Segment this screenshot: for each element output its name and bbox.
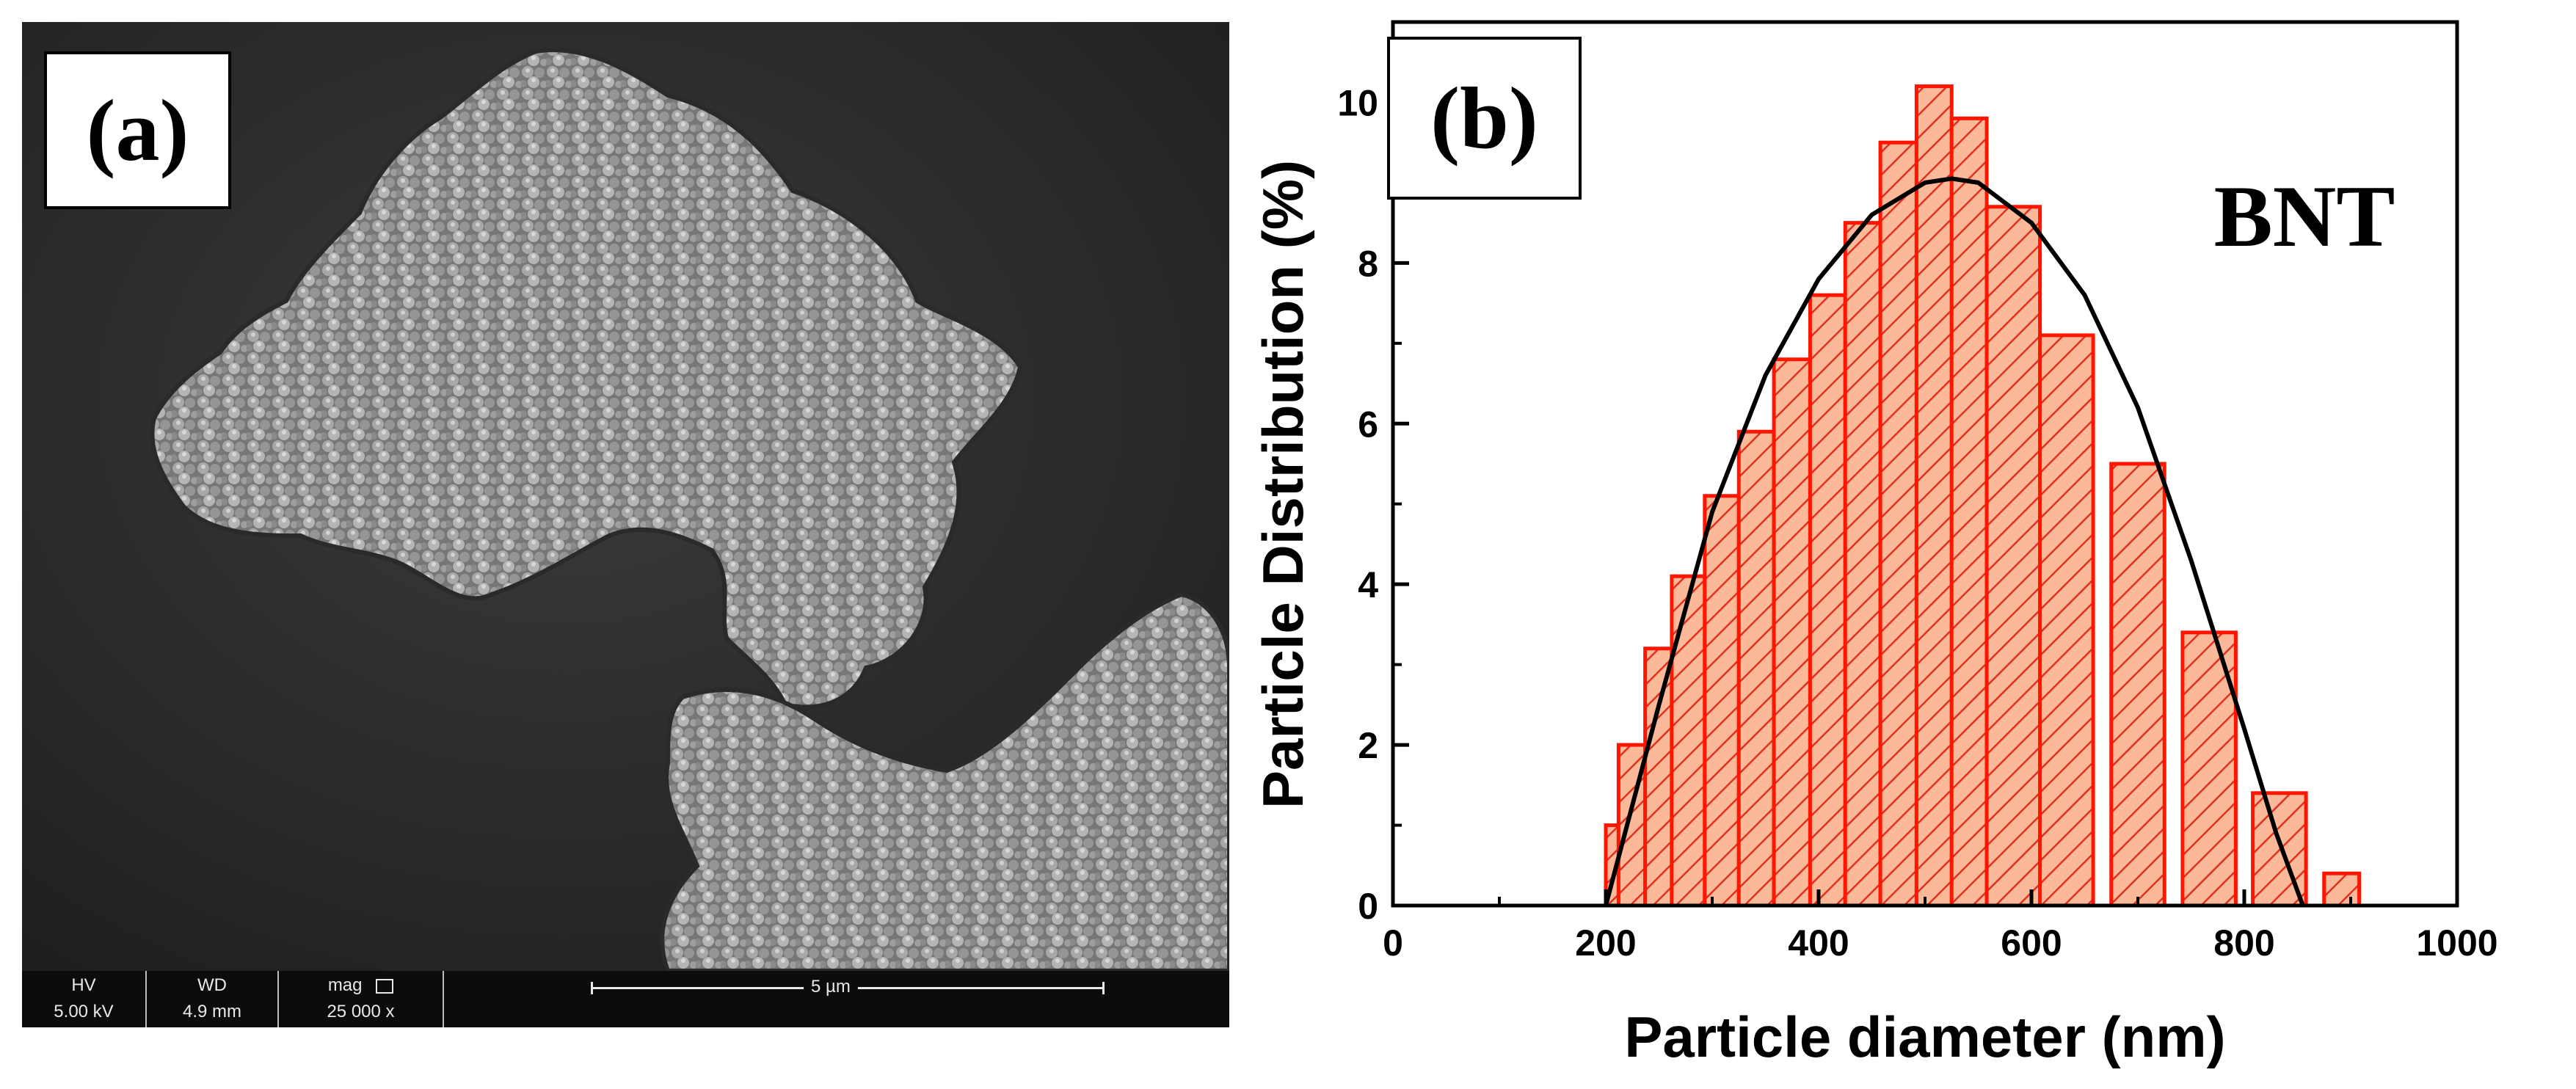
y-tick-label: 10	[1337, 82, 1378, 123]
histogram-bar	[1772, 357, 1812, 908]
fit-curve	[1604, 176, 2305, 907]
particle-agglomerate	[150, 48, 1229, 971]
mag-label-row: mag	[279, 975, 443, 996]
wd-cell: WD 4.9 mm	[147, 971, 279, 1027]
hv-label: HV	[71, 975, 96, 995]
scale-bar-cell: 5 µm	[444, 971, 1229, 1027]
mag-value: 25 000 x	[327, 1002, 395, 1021]
histogram-bar	[2038, 333, 2095, 908]
sample-label: BNT	[2214, 167, 2395, 265]
histogram-bar	[1984, 205, 2042, 908]
scale-bar-label: 5 µm	[804, 977, 858, 997]
y-tick-label: 2	[1358, 725, 1378, 766]
x-tick-label: 0	[1383, 922, 1403, 964]
x-tick-label: 400	[1788, 922, 1849, 964]
hv-cell: HV 5.00 kV	[22, 971, 147, 1027]
y-tick-label: 8	[1358, 243, 1378, 284]
y-tick-label: 0	[1358, 886, 1378, 927]
histogram-bar	[1949, 116, 1989, 908]
scale-bar-tick-right	[1102, 982, 1105, 994]
wd-label: WD	[197, 975, 227, 995]
scale-bar-tick-left	[591, 982, 593, 994]
x-axis-title: Particle diameter (nm)	[1624, 1005, 2225, 1069]
histogram-bar	[1703, 494, 1741, 908]
mag-cell: mag 25 000 x	[279, 971, 444, 1027]
x-tick-label: 1000	[2416, 922, 2497, 964]
histogram-bar	[1643, 647, 1674, 908]
histogram-bar	[1808, 293, 1847, 908]
histogram-bar	[1670, 574, 1707, 908]
sem-micrograph: HV 5.00 kV WD 4.9 mm mag 25 000 x 5 µm (…	[22, 22, 1229, 1027]
histogram-bar	[1736, 429, 1776, 908]
histogram-bar	[1843, 221, 1882, 908]
histogram-bar	[2322, 871, 2362, 908]
y-tick-label: 4	[1358, 564, 1378, 605]
axis-ticks: 0 200 400 600 800 1000 0 2 4 6 8 10	[1337, 82, 2497, 964]
x-tick-label: 800	[2213, 922, 2274, 964]
y-axis-title: Particle Distribution (%)	[1251, 160, 1315, 809]
wd-value: 4.9 mm	[182, 1002, 241, 1021]
histogram-bar	[1878, 140, 1918, 908]
histogram-bar	[2109, 462, 2166, 908]
mag-label: mag	[327, 975, 363, 995]
x-tick-label: 600	[2001, 922, 2062, 964]
hv-value: 5.00 kV	[54, 1002, 114, 1021]
sem-info-bar: HV 5.00 kV WD 4.9 mm mag 25 000 x 5 µm	[22, 971, 1229, 1027]
frame-icon	[376, 978, 394, 994]
x-tick-label: 200	[1575, 922, 1636, 964]
panel-b-label: (b)	[1387, 37, 1582, 200]
histogram-bar	[1914, 84, 1954, 908]
panel-a-label: (a)	[44, 51, 231, 209]
y-tick-label: 6	[1358, 404, 1378, 445]
